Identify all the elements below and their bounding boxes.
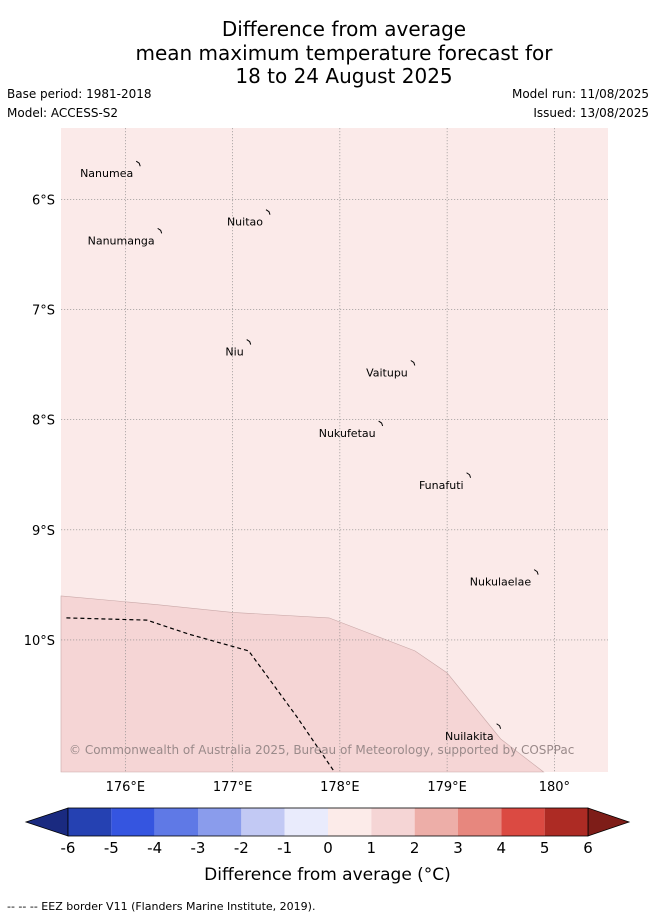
colorbar-segment [154, 808, 198, 836]
model-name: Model: ACCESS-S2 [7, 106, 119, 120]
eez-border-line [66, 617, 335, 773]
colorbar-segment [371, 808, 415, 836]
lon-tick-label: 179°E [427, 780, 467, 795]
island-outline [496, 723, 502, 729]
colorbar-tick-label: 1 [367, 839, 377, 857]
island-outline [265, 209, 271, 215]
island-funafuti: Funafuti [419, 472, 472, 492]
colorbar-title: Difference from average (°C) [204, 865, 451, 885]
island-nukufetau: Nukufetau [319, 420, 384, 440]
island-label: Nukufetau [319, 427, 376, 440]
colorbar-tick-label: 5 [540, 839, 550, 857]
colorbar-frame [67, 807, 589, 837]
colorbar-under-arrow [24, 807, 69, 837]
issued-date: Issued: 13/08/2025 [533, 106, 649, 120]
colorbar-tick-label: 3 [453, 839, 463, 857]
island-label: Nuilakita [445, 730, 494, 743]
colorbar-tick-label: -6 [61, 839, 76, 857]
island-vaitupu: Vaitupu [366, 360, 416, 379]
island-label: Nuitao [227, 216, 263, 229]
island-nanumea: Nanumea [80, 160, 141, 180]
colorbar-tick-label: 6 [583, 839, 593, 857]
title-line-2: mean maximum temperature forecast for [135, 41, 553, 65]
colorbar-tick-label: 4 [497, 839, 507, 857]
island-outline [135, 160, 141, 167]
island-label: Nanumea [80, 167, 133, 180]
colorbar-tick-label: -4 [147, 839, 162, 857]
lat-tick-label: 7°S [32, 304, 55, 319]
base-period: Base period: 1981-2018 [7, 87, 152, 101]
island-outline [410, 360, 416, 366]
model-run: Model run: 11/08/2025 [511, 87, 649, 101]
copyright-notice: © Commonwealth of Australia 2025, Bureau… [69, 743, 574, 757]
island-label: Nukulaelae [470, 576, 532, 589]
lon-tick-label: 178°E [320, 780, 360, 795]
colorbar-segment [501, 808, 545, 836]
colorbar-segment [111, 808, 155, 836]
colorbar-tick-label: 2 [410, 839, 420, 857]
colorbar-tick-label: -2 [234, 839, 249, 857]
island-label: Nanumanga [88, 234, 155, 247]
island-nanumanga: Nanumanga [88, 227, 163, 247]
eez-footnote: -- -- -- EEZ border V11 (Flanders Marine… [7, 900, 316, 913]
colorbar-tick-label: -1 [277, 839, 292, 857]
island-outline [533, 569, 539, 575]
island-outline [157, 227, 163, 234]
lat-tick-label: 8°S [32, 414, 55, 429]
colorbar-segment [284, 808, 328, 836]
colorbar-segment [68, 808, 112, 836]
title-line-3: 18 to 24 August 2025 [235, 64, 453, 88]
lon-tick-label: 177°E [213, 780, 253, 795]
colorbar-over-arrow [587, 807, 631, 837]
island-label: Vaitupu [366, 366, 408, 379]
colorbar-segment [458, 808, 502, 836]
lat-tick-label: 10°S [24, 634, 55, 649]
colorbar-tick-label: 0 [323, 839, 333, 857]
title-line-1: Difference from average [221, 17, 467, 41]
lat-tick-label: 9°S [32, 524, 55, 539]
lon-tick-label: 180° [539, 780, 570, 795]
lat-tick-label: 6°S [32, 194, 55, 209]
island-outline [246, 339, 252, 345]
island-label: Funafuti [419, 479, 464, 492]
colorbar-segment [241, 808, 285, 836]
island-outline [378, 420, 384, 427]
colorbar-segment [198, 808, 242, 836]
island-nukulaelae: Nukulaelae [470, 569, 539, 589]
lon-tick-label: 176°E [106, 780, 146, 795]
colorbar-tick-label: -5 [104, 839, 119, 857]
colorbar: -6 -5 -4 -3 -2 -1 0 1 2 3 4 5 6 [24, 807, 631, 857]
island-outline [466, 472, 472, 478]
island-nuilakita: Nuilakita [445, 723, 502, 743]
colorbar-segment [328, 808, 372, 836]
colorbar-tick-label: -3 [191, 839, 206, 857]
colorbar-segment [414, 808, 458, 836]
map: 176°E 177°E 178°E 179°E 180° 6°S 7°S 8°S 9°S 10°S… [24, 128, 631, 857]
colorbar-segment [544, 808, 588, 836]
island-niu: Niu [225, 339, 252, 359]
island-label: Niu [225, 346, 243, 359]
island-nuitao: Nuitao [227, 209, 271, 229]
